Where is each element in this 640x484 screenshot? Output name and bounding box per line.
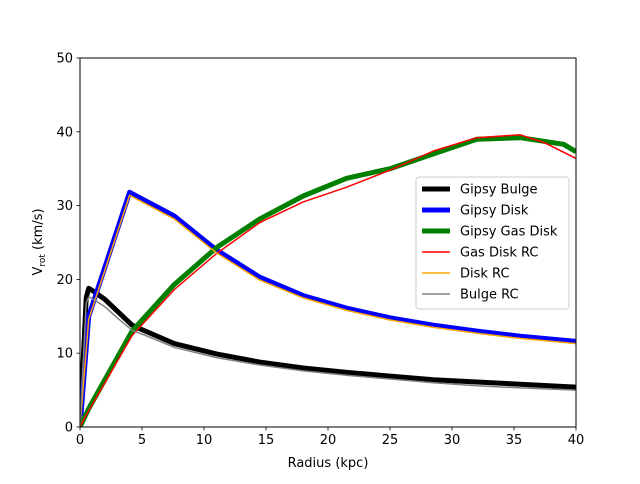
legend-label: Gipsy Bulge	[460, 183, 538, 198]
x-tick-label: 30	[444, 433, 461, 448]
x-tick-label: 15	[258, 433, 275, 448]
legend: Gipsy Bulge Gipsy Disk Gipsy Gas Disk Gas D…	[415, 176, 570, 310]
plot-lines	[80, 134, 576, 427]
y-tick-label: 0	[65, 421, 73, 436]
legend-label: Gipsy Disk	[460, 204, 529, 219]
x-tick-label: 25	[382, 433, 399, 448]
y-tick-label: 40	[56, 125, 73, 140]
legend-label: Gas Disk RC	[460, 246, 538, 261]
x-axis-ticks: 0 5 10 15 20 25 30 35 40	[76, 427, 584, 448]
y-tick-label: 30	[56, 199, 73, 214]
y-tick-label: 20	[56, 273, 73, 288]
x-axis-label: Radius (kpc)	[288, 456, 369, 471]
y-axis-ticks: 0 10 20 30 40 50	[56, 52, 80, 436]
x-tick-label: 0	[76, 433, 84, 448]
x-tick-label: 20	[320, 433, 337, 448]
y-tick-label: 10	[56, 347, 73, 362]
legend-label: Bulge RC	[460, 288, 519, 303]
series-line-disk-rc	[80, 194, 576, 427]
x-tick-label: 10	[196, 433, 213, 448]
legend-box	[415, 176, 570, 310]
series-line-bulge-rc	[80, 296, 576, 427]
x-tick-label: 35	[506, 433, 523, 448]
legend-label: Disk RC	[460, 267, 510, 282]
series-line-gipsy-bulge	[80, 285, 576, 427]
legend-label: Gipsy Gas Disk	[460, 225, 558, 240]
series-line-gipsy-disk	[80, 189, 576, 427]
series-line-gipsy-gas-disk	[80, 135, 576, 427]
x-tick-label: 40	[568, 433, 585, 448]
y-tick-label: 50	[56, 52, 73, 67]
series-line-gas-disk-rc	[80, 134, 576, 427]
x-tick-label: 5	[138, 433, 146, 448]
y-axis-label: Vrot (km/s)	[31, 208, 48, 275]
